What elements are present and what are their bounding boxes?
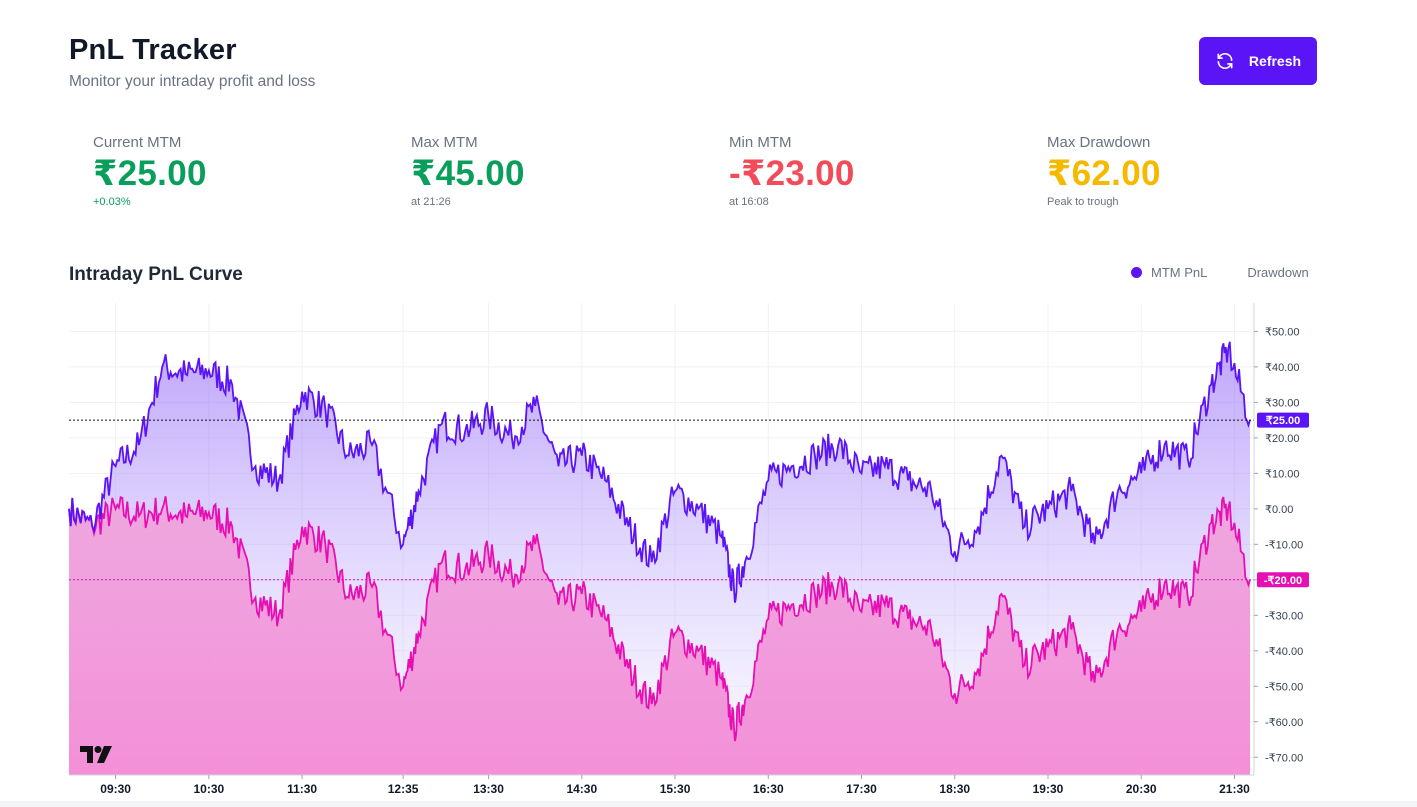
stat-sub: +0.03% (93, 196, 131, 208)
chart-lines (68, 341, 1254, 742)
stat-sub: Peak to trough (1047, 196, 1119, 208)
bottom-scrollbar[interactable] (0, 801, 1417, 807)
stat-max-mtm: Max MTM ₹45.00 at 21:26 (411, 134, 525, 208)
refresh-icon (1217, 52, 1233, 70)
mtm-last-value-badge (1257, 412, 1309, 428)
drawdown-last-value-badge-label: -₹20.00 (1264, 575, 1302, 587)
stat-value: ₹25.00 (93, 154, 207, 193)
legend-dot-icon (1131, 267, 1142, 278)
x-tick-label: 15:30 (660, 782, 691, 796)
legend-label: MTM PnL (1151, 265, 1208, 280)
legend-label: Drawdown (1247, 265, 1309, 280)
chart-title: Intraday PnL Curve (69, 264, 243, 285)
chart-axes: ₹50.00 ₹40.00 ₹30.00 ₹20.00 ₹10.00 ₹0.00 -₹10.… (69, 303, 1309, 796)
x-tick-label: 17:30 (846, 782, 877, 796)
chart-grid (69, 303, 1254, 775)
y-tick-label: -₹60.00 (1265, 717, 1303, 729)
x-tick-label: 19:30 (1033, 782, 1064, 796)
y-tick-label: ₹30.00 (1265, 397, 1300, 409)
y-tick-label: ₹20.00 (1265, 433, 1300, 445)
drawdown-last-value-badge (1257, 572, 1309, 588)
y-tick-label: -₹70.00 (1265, 752, 1303, 764)
y-tick-label: ₹10.00 (1265, 468, 1300, 480)
y-tick-label: -₹50.00 (1265, 681, 1303, 693)
x-tick-label: 13:30 (473, 782, 504, 796)
y-tick-label: -₹30.00 (1265, 610, 1303, 622)
x-tick-label: 20:30 (1126, 782, 1157, 796)
chart-legend: MTM PnL Drawdown (1131, 265, 1309, 280)
y-tick-label: -₹40.00 (1265, 646, 1303, 658)
stat-sub: at 21:26 (411, 196, 451, 208)
stat-max-drawdown: Max Drawdown ₹62.00 Peak to trough (1047, 134, 1161, 208)
legend-item-mtm[interactable]: MTM PnL (1131, 265, 1207, 280)
mtm-last-value-badge-label: ₹25.00 (1266, 415, 1301, 427)
page-title: PnL Tracker (69, 34, 237, 66)
refresh-button[interactable]: Refresh (1199, 37, 1317, 85)
stat-label: Min MTM (729, 134, 792, 151)
x-tick-label: 11:30 (287, 782, 317, 796)
x-tick-label: 18:30 (939, 782, 970, 796)
x-tick-label: 09:30 (100, 782, 131, 796)
stat-current-mtm: Current MTM ₹25.00 +0.03% (93, 134, 207, 208)
y-tick-label: -₹20.00 (1265, 575, 1303, 587)
stat-value: ₹62.00 (1047, 154, 1161, 193)
y-tick-label: ₹40.00 (1265, 362, 1300, 374)
stat-label: Max Drawdown (1047, 134, 1151, 151)
y-tick-label: -₹10.00 (1265, 539, 1303, 551)
page-subtitle: Monitor your intraday profit and loss (69, 73, 316, 90)
mtm-line (68, 341, 1251, 603)
x-tick-label: 21:30 (1219, 782, 1250, 796)
x-tick-label: 16:30 (753, 782, 784, 796)
y-tick-label: ₹0.00 (1265, 504, 1293, 516)
refresh-label: Refresh (1248, 53, 1302, 69)
page-header: PnL Tracker Monitor your intraday profit… (69, 34, 315, 91)
tradingview-logo-icon (80, 746, 112, 763)
chart-areas (69, 341, 1250, 775)
y-tick-label: ₹50.00 (1265, 326, 1300, 338)
stat-value: -₹23.00 (729, 154, 855, 193)
legend-item-drawdown[interactable]: Drawdown (1247, 265, 1308, 280)
x-tick-label: 12:35 (388, 782, 419, 796)
stat-sub: at 16:08 (729, 196, 769, 208)
mtm-area (69, 341, 1250, 775)
x-tick-label: 14:30 (566, 782, 597, 796)
x-tick-label: 10:30 (194, 782, 225, 796)
drawdown-area (69, 496, 1250, 775)
stat-min-mtm: Min MTM -₹23.00 at 16:08 (729, 134, 855, 208)
drawdown-line (68, 495, 1251, 742)
stat-value: ₹45.00 (411, 154, 525, 193)
stat-label: Max MTM (411, 134, 478, 151)
stat-label: Current MTM (93, 134, 182, 151)
